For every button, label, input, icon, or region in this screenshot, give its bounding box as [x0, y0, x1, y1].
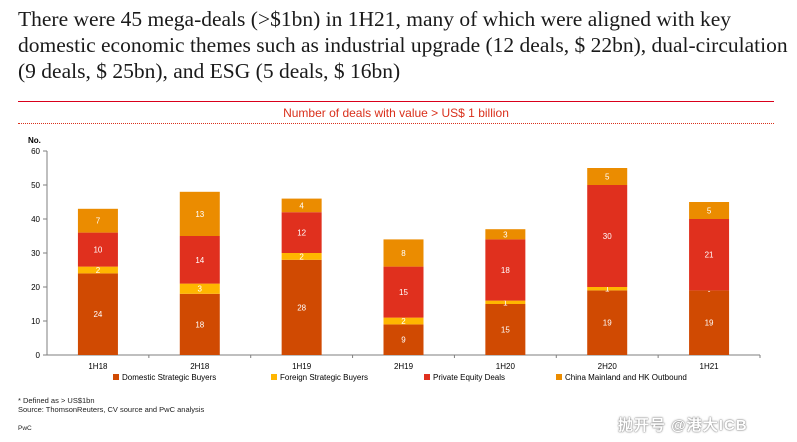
bar-segment [689, 290, 730, 355]
bar-segment [179, 236, 220, 284]
data-label: 2 [96, 266, 101, 275]
data-label: 19 [603, 319, 612, 328]
bar-segment [485, 229, 526, 240]
y-axis-label: No. [28, 136, 41, 145]
x-tick-label: 1H20 [496, 362, 516, 371]
data-label: 15 [501, 326, 510, 335]
legend-swatch [113, 374, 119, 380]
bar-segment [77, 273, 118, 355]
y-tick-label: 50 [31, 181, 40, 190]
legend-label: China Mainland and HK Outbound [565, 373, 687, 382]
bar-segment [587, 290, 628, 355]
y-tick-label: 60 [31, 147, 40, 156]
bar-segment [281, 198, 322, 213]
bar-segment [77, 232, 118, 267]
bar-segment [179, 191, 220, 236]
footnote-definition: * Defined as > US$1bn [18, 396, 95, 405]
data-label: 13 [195, 210, 204, 219]
data-label: 4 [299, 201, 304, 210]
legend-label: Domestic Strategic Buyers [122, 373, 216, 382]
headline: There were 45 mega-deals (>$1bn) in 1H21… [18, 7, 788, 83]
stacked-bar-chart: No.01020304050602421071H1818314132H18282… [28, 136, 761, 382]
legend-swatch [424, 374, 430, 380]
bar-segment [689, 202, 730, 219]
data-label: 9 [401, 336, 406, 345]
data-label: 15 [399, 288, 408, 297]
x-tick-label: 2H19 [394, 362, 414, 371]
bar-segment [77, 266, 118, 274]
data-label: 30 [603, 232, 612, 241]
data-label: 8 [401, 249, 406, 258]
bar-segment [179, 283, 220, 294]
data-label: 28 [297, 303, 306, 312]
x-tick-label: 1H18 [88, 362, 108, 371]
data-label: 1 [605, 285, 610, 294]
bar-segment [689, 219, 730, 291]
bar-segment [383, 266, 424, 318]
data-label: 5 [707, 207, 712, 216]
x-tick-label: 2H20 [598, 362, 618, 371]
data-label: 3 [198, 285, 203, 294]
bar-segment [587, 185, 628, 287]
title-dotted-rule [18, 123, 774, 124]
data-label: 2 [401, 317, 406, 326]
data-label: 14 [195, 256, 204, 265]
title-rule [18, 101, 774, 102]
data-label: 12 [297, 229, 306, 238]
data-label: 18 [501, 266, 510, 275]
y-tick-label: 40 [31, 215, 40, 224]
y-tick-label: 10 [31, 317, 40, 326]
y-tick-label: 30 [31, 249, 40, 258]
bar-segment [383, 324, 424, 355]
legend-label: Private Equity Deals [433, 373, 505, 382]
bar-segment [383, 317, 424, 325]
footnote-source: Source: ThomsonReuters, CV source and Pw… [18, 405, 205, 414]
watermark: 抛开号 @港大ICB [618, 417, 748, 434]
y-tick-label: 0 [36, 351, 41, 360]
bar-segment [179, 293, 220, 355]
legend-swatch [556, 374, 562, 380]
data-label: 7 [96, 217, 101, 226]
bar-segment [485, 300, 526, 304]
y-tick-label: 20 [31, 283, 40, 292]
data-label: 21 [705, 251, 714, 260]
bar-segment [383, 239, 424, 267]
data-label: 3 [503, 230, 508, 239]
data-label: 19 [705, 319, 714, 328]
data-label: - [708, 286, 711, 295]
x-tick-label: 1H21 [700, 362, 720, 371]
x-tick-label: 2H18 [190, 362, 210, 371]
bar-segment [77, 208, 118, 233]
legend-label: Foreign Strategic Buyers [280, 373, 368, 382]
bar-segment [281, 212, 322, 253]
bar-segment [485, 239, 526, 301]
chart-title: Number of deals with value > US$ 1 billi… [283, 106, 509, 120]
data-label: 24 [93, 310, 102, 319]
x-tick-label: 1H19 [292, 362, 312, 371]
legend-swatch [271, 374, 277, 380]
brand-label: PwC [18, 425, 32, 432]
bar-segment [587, 287, 628, 291]
bar-segment [281, 259, 322, 355]
data-label: 5 [605, 173, 610, 182]
data-label: 1 [503, 298, 508, 307]
bar-segment [281, 253, 322, 260]
bar-segment [587, 168, 628, 185]
data-label: 2 [299, 252, 304, 261]
data-label: 18 [195, 320, 204, 329]
bar-segment [485, 304, 526, 355]
data-label: 10 [93, 246, 102, 255]
